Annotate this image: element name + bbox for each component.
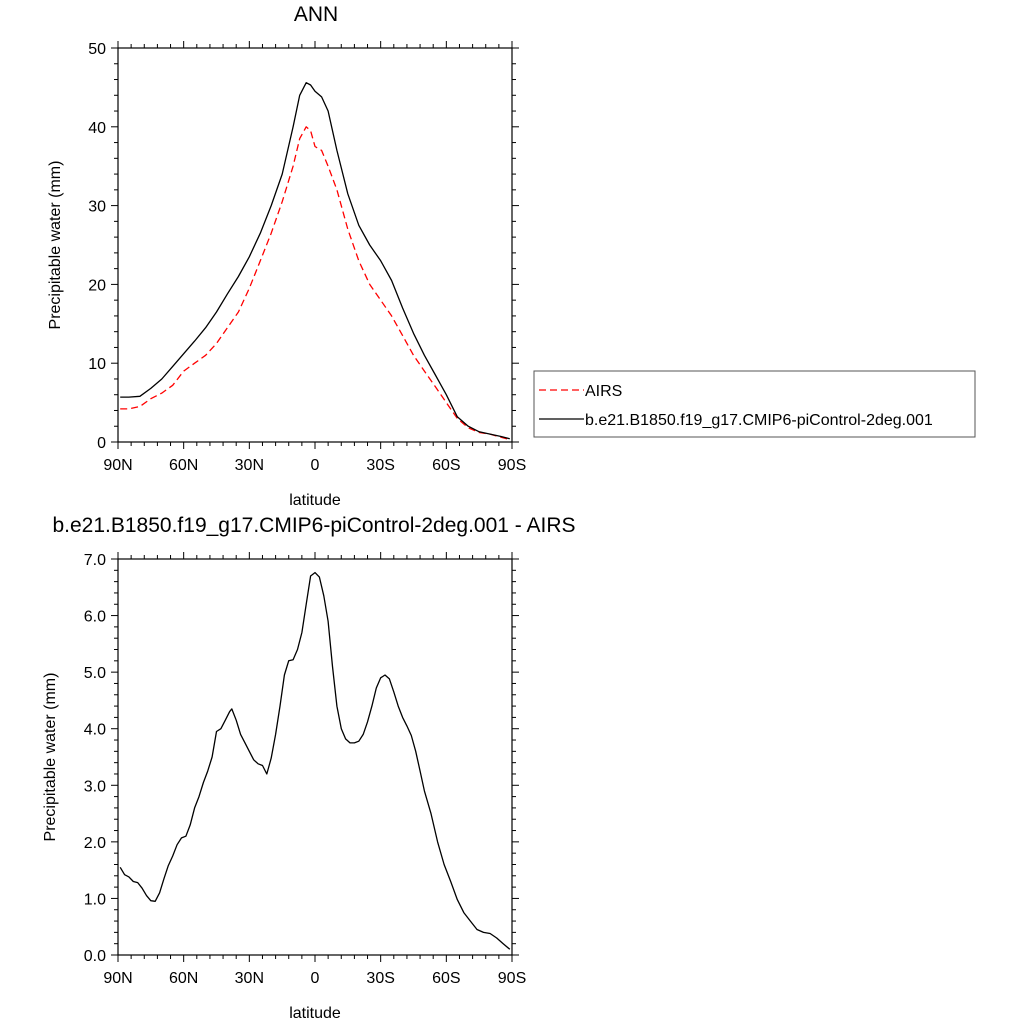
y-tick-label: 3.0 — [84, 778, 106, 795]
bottom-chart: b.e21.B1850.f19_g17.CMIP6-piControl-2deg… — [42, 514, 576, 1022]
bottom-chart-y-axis-label: Precipitable water (mm) — [42, 673, 59, 842]
x-tick-label: 60S — [432, 970, 460, 987]
bottom-chart-y-tick-labels: 0.0 1.0 2.0 3.0 4.0 5.0 6.0 7.0 — [84, 552, 106, 965]
top-chart-ticks — [111, 41, 519, 449]
y-tick-label: 50 — [88, 41, 106, 58]
x-tick-label: 90N — [103, 457, 132, 474]
y-tick-label: 2.0 — [84, 835, 106, 852]
bottom-chart-ticks — [111, 552, 519, 962]
x-tick-label: 30N — [235, 970, 264, 987]
bottom-chart-x-tick-labels: 90N 60N 30N 0 30S 60S 90S — [103, 970, 526, 987]
y-tick-label: 20 — [88, 277, 106, 294]
x-tick-label: 60N — [169, 970, 198, 987]
top-chart-y-tick-labels: 0 10 20 30 40 50 — [88, 41, 106, 452]
x-tick-label: 30N — [235, 457, 264, 474]
series-line-model — [120, 82, 510, 440]
top-chart: ANN 90N 60N 30N 0 30S 60S 90S 0 10 20 30 40 50 lati… — [47, 3, 976, 509]
y-tick-label: 6.0 — [84, 609, 106, 626]
x-tick-label: 30S — [366, 457, 394, 474]
legend-box — [533, 370, 976, 438]
x-tick-label: 90N — [103, 970, 132, 987]
bottom-chart-title: b.e21.B1850.f19_g17.CMIP6-piControl-2deg… — [52, 514, 575, 537]
y-tick-label: 1.0 — [84, 891, 106, 908]
legend: AIRS b.e21.B1850.f19_g17.CMIP6-piControl… — [533, 370, 976, 438]
y-tick-label: 30 — [88, 199, 106, 216]
x-tick-label: 0 — [311, 970, 320, 987]
y-tick-label: 5.0 — [84, 665, 106, 682]
bottom-chart-x-axis-label: latitude — [289, 1005, 341, 1022]
bottom-chart-series — [119, 571, 511, 950]
y-tick-label: 0.0 — [84, 948, 106, 965]
legend-label-model: b.e21.B1850.f19_g17.CMIP6-piControl-2deg… — [585, 412, 933, 429]
top-chart-x-tick-labels: 90N 60N 30N 0 30S 60S 90S — [103, 457, 526, 474]
x-tick-label: 90S — [498, 970, 526, 987]
x-tick-label: 0 — [311, 457, 320, 474]
top-chart-x-axis-label: latitude — [289, 492, 341, 509]
legend-label-airs: AIRS — [585, 383, 622, 400]
x-tick-label: 60S — [432, 457, 460, 474]
series-line-difference — [119, 571, 511, 950]
bottom-chart-plot-frame — [117, 558, 513, 956]
x-tick-label: 30S — [366, 970, 394, 987]
top-chart-plot-frame — [117, 47, 513, 443]
y-tick-label: 7.0 — [84, 552, 106, 569]
y-tick-label: 10 — [88, 356, 106, 373]
series-line-airs — [120, 126, 510, 441]
top-chart-y-axis-label: Precipitable water (mm) — [47, 161, 64, 330]
top-chart-series — [120, 82, 510, 441]
x-tick-label: 90S — [498, 457, 526, 474]
y-tick-label: 40 — [88, 120, 106, 137]
x-tick-label: 60N — [169, 457, 198, 474]
top-chart-title: ANN — [294, 3, 338, 26]
y-tick-label: 4.0 — [84, 722, 106, 739]
y-tick-label: 0 — [97, 435, 106, 452]
